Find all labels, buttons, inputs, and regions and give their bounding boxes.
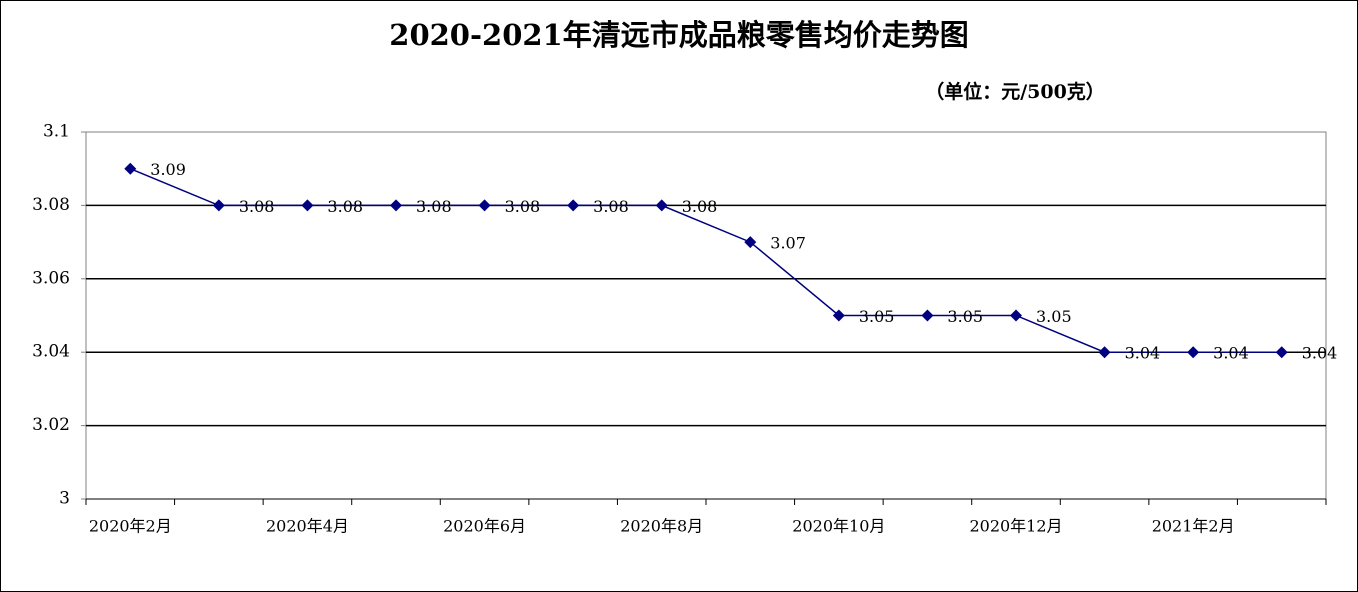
y-tick-label: 3.06 — [32, 268, 70, 288]
data-point — [567, 199, 580, 212]
chart-subtitle: （单位：元/500克） — [925, 80, 1105, 103]
data-label: 3.08 — [505, 197, 541, 216]
data-label: 3.04 — [1302, 344, 1338, 363]
data-label: 3.09 — [150, 160, 186, 179]
y-tick-label: 3.04 — [32, 342, 70, 362]
data-point — [921, 309, 934, 322]
data-point — [124, 162, 137, 175]
data-label: 3.04 — [1213, 344, 1249, 363]
data-label: 3.04 — [1125, 344, 1161, 363]
data-point — [1098, 346, 1111, 359]
data-label: 3.07 — [770, 234, 806, 253]
data-point — [478, 199, 491, 212]
data-label: 3.08 — [416, 197, 452, 216]
data-label: 3.08 — [327, 197, 363, 216]
chart-title: 2020-2021年清远市成品粮零售均价走势图 — [389, 18, 968, 52]
data-point — [655, 199, 668, 212]
x-tick-label: 2020年8月 — [620, 517, 703, 536]
data-line — [129, 168, 1282, 353]
y-tick-label: 3.02 — [32, 415, 70, 435]
data-point — [832, 309, 845, 322]
data-point — [212, 199, 225, 212]
data-label: 3.08 — [682, 197, 718, 216]
y-tick-label: 3 — [59, 489, 70, 509]
data-label: 3.05 — [1036, 307, 1072, 326]
x-tick-label: 2020年2月 — [89, 517, 172, 536]
x-tick-label: 2020年4月 — [266, 517, 349, 536]
data-label: 3.05 — [947, 307, 983, 326]
y-tick-label: 3.08 — [32, 195, 70, 215]
data-point — [744, 236, 757, 249]
data-point — [1187, 346, 1200, 359]
x-tick-label: 2020年12月 — [969, 517, 1062, 536]
data-point — [1275, 346, 1288, 359]
x-tick-label: 2020年10月 — [792, 517, 885, 536]
data-point — [301, 199, 314, 212]
data-point — [390, 199, 402, 212]
x-tick-label: 2020年6月 — [443, 517, 526, 536]
data-label: 3.08 — [239, 197, 275, 216]
y-tick-label: 3.1 — [43, 122, 70, 142]
data-label: 3.05 — [859, 307, 895, 326]
x-tick-label: 2021年2月 — [1152, 517, 1235, 536]
data-label: 3.08 — [593, 197, 629, 216]
data-point — [1010, 309, 1022, 322]
